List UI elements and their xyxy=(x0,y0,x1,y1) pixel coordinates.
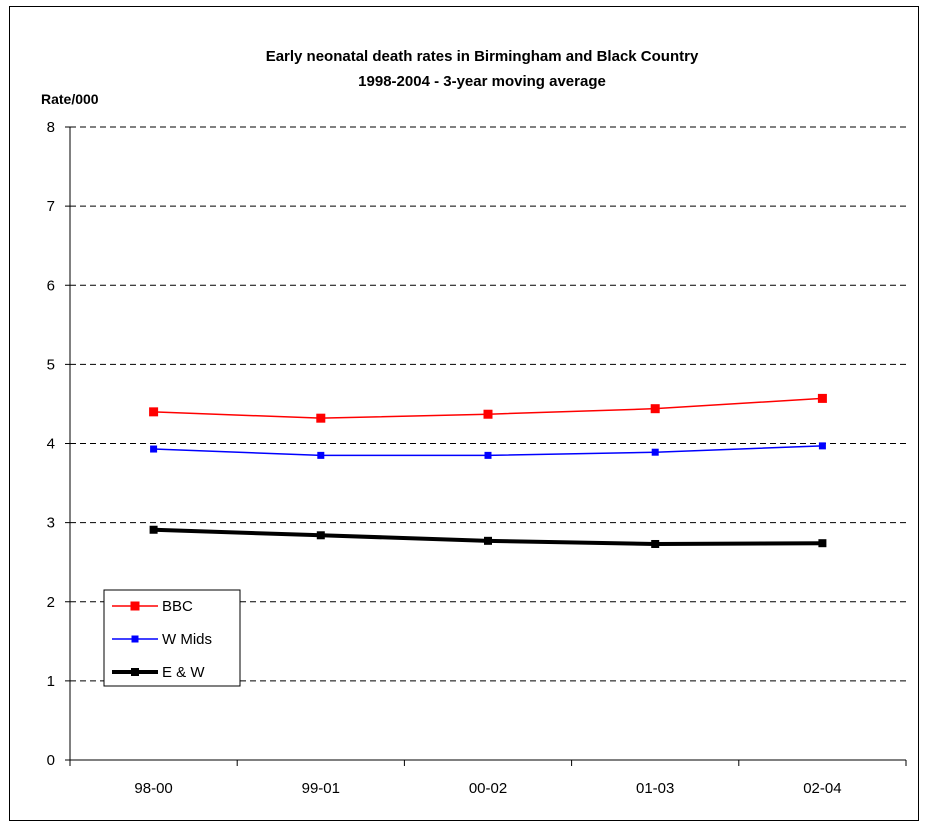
data-point xyxy=(818,442,826,450)
y-tick-label: 4 xyxy=(47,436,55,453)
chart-title: Early neonatal death rates in Birmingham… xyxy=(266,48,699,65)
legend: BBC W Mids E & W xyxy=(103,589,241,687)
x-tick-label: 00-02 xyxy=(469,780,507,797)
y-tick-label: 1 xyxy=(47,673,55,690)
data-point xyxy=(651,448,659,456)
x-tick-label: 98-00 xyxy=(134,780,172,797)
data-point xyxy=(651,539,660,548)
y-tick-label: 3 xyxy=(47,515,55,532)
chart-subtitle: 1998-2004 - 3-year moving average xyxy=(358,73,606,90)
legend-label: E & W xyxy=(162,664,205,681)
data-point xyxy=(818,539,827,548)
y-tick-label: 5 xyxy=(47,356,55,373)
data-point xyxy=(316,531,325,540)
legend-marker xyxy=(130,601,140,611)
series-lines xyxy=(149,393,827,548)
data-point xyxy=(650,404,660,414)
data-point xyxy=(817,393,827,403)
x-tick-label: 99-01 xyxy=(302,780,340,797)
legend-label: W Mids xyxy=(162,631,212,648)
y-tick-label: 7 xyxy=(47,198,55,215)
data-point xyxy=(484,451,492,459)
y-tick-label: 6 xyxy=(47,277,55,294)
legend-marker xyxy=(131,668,139,676)
data-point xyxy=(149,525,158,534)
legend-label: BBC xyxy=(162,598,193,615)
y-axis-title: Rate/000 xyxy=(41,91,99,107)
x-tick-label: 02-04 xyxy=(803,780,841,797)
x-tick-labels: 98-00 99-01 00-02 01-03 02-04 xyxy=(134,780,841,797)
y-tick-label: 0 xyxy=(47,752,55,769)
data-point xyxy=(317,451,325,459)
data-point xyxy=(484,536,492,545)
data-point xyxy=(483,409,493,419)
legend-marker xyxy=(131,635,139,643)
y-tick-label: 8 xyxy=(47,119,55,136)
y-tick-labels: 0 1 2 3 4 5 6 7 8 xyxy=(47,119,55,769)
y-tick-label: 2 xyxy=(47,594,55,611)
axes xyxy=(65,126,907,766)
data-point xyxy=(149,407,159,417)
data-point xyxy=(150,445,158,453)
x-tick-label: 01-03 xyxy=(636,780,674,797)
data-point xyxy=(316,413,326,423)
